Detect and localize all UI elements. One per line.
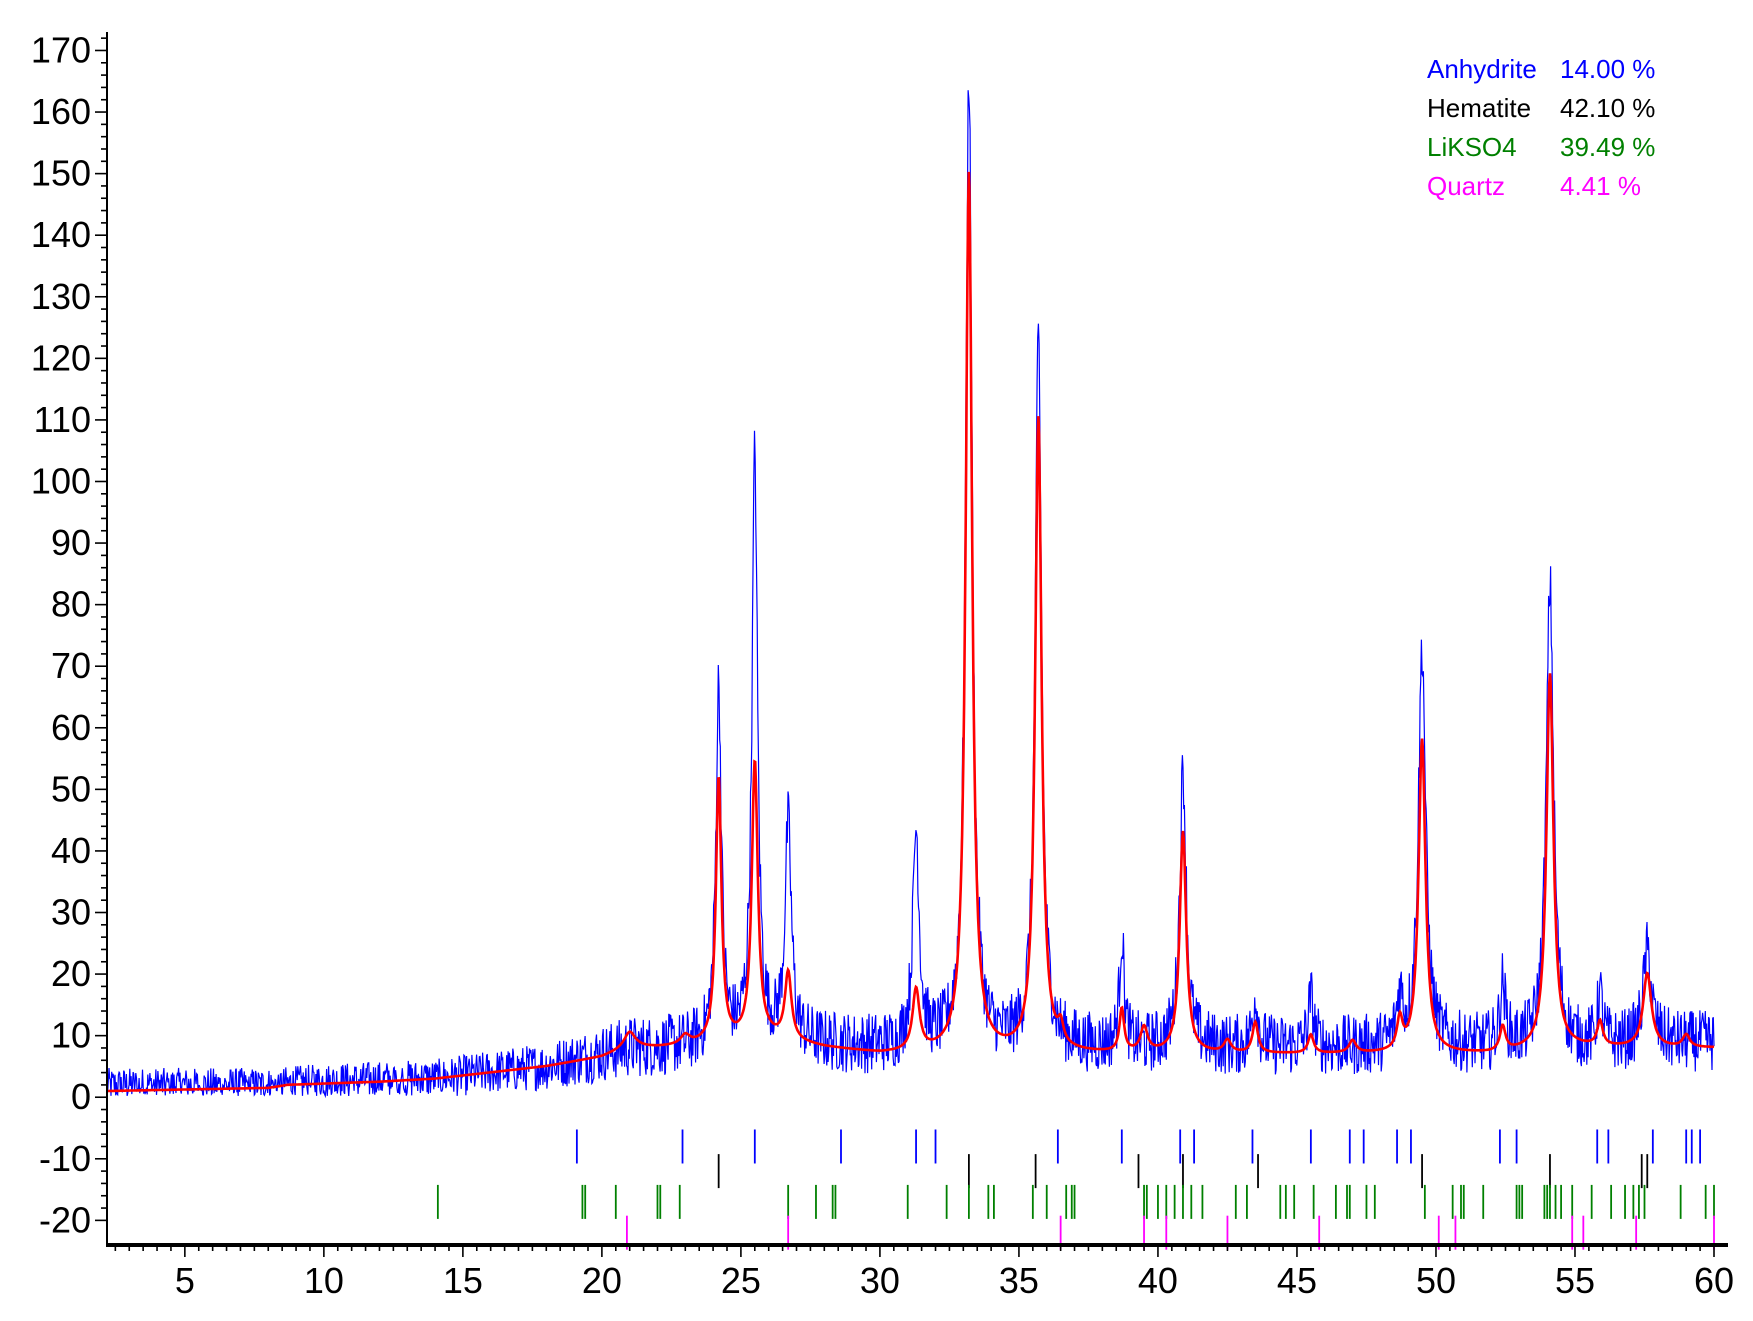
axes-layer: -20 -10 0 10 20 30 40 50 60 70 80 90 100 110 120 130 140…	[31, 29, 1734, 1301]
legend-phase-name: Anhydrite	[1427, 54, 1537, 84]
x-tick-label: 60	[1694, 1260, 1734, 1301]
observed-pattern-line	[106, 90, 1715, 1099]
legend-phase-value: 4.41 %	[1560, 171, 1641, 201]
y-tick-label: 50	[51, 768, 91, 809]
y-tick-label: 150	[31, 153, 91, 194]
y-tick-label: 10	[51, 1015, 91, 1056]
y-tick-label: 170	[31, 29, 91, 70]
y-tick-label: 0	[71, 1076, 91, 1117]
x-tick-label: 35	[999, 1260, 1039, 1301]
y-tick-label: 80	[51, 584, 91, 625]
y-tick-label: 30	[51, 892, 91, 933]
legend-phase-name: LiKSO4	[1427, 132, 1517, 162]
reflection-markers-layer	[436, 1129, 1715, 1250]
y-tick-label: 70	[51, 645, 91, 686]
y-tick-label: 160	[31, 91, 91, 132]
y-tick-label: -10	[39, 1138, 91, 1179]
y-tick-label: 100	[31, 460, 91, 501]
legend-phase-value: 14.00 %	[1560, 54, 1655, 84]
y-tick-label: 110	[34, 399, 91, 440]
y-tick-label: 90	[51, 522, 91, 563]
y-tick-label: 20	[51, 953, 91, 994]
x-tick-label: 10	[304, 1260, 344, 1301]
y-tick-label: 140	[31, 214, 91, 255]
legend-phase-value: 39.49 %	[1560, 132, 1655, 162]
calculated-overlay-layer	[107, 171, 1715, 1093]
calculated-pattern-line	[107, 171, 1715, 1093]
y-tick-label: 120	[31, 337, 91, 378]
y-tick-label: 40	[51, 830, 91, 871]
x-tick-label: 40	[1138, 1260, 1178, 1301]
x-tick-label: 15	[443, 1260, 483, 1301]
y-tick-label: 130	[31, 276, 91, 317]
x-tick-label: 45	[1277, 1260, 1317, 1301]
legend-phase-value: 42.10 %	[1560, 93, 1655, 123]
x-tick-label: 30	[860, 1260, 900, 1301]
x-tick-label: 20	[582, 1260, 622, 1301]
y-tick-label: -20	[39, 1199, 91, 1240]
x-tick-label: 55	[1555, 1260, 1595, 1301]
legend-phase-name: Quartz	[1427, 171, 1505, 201]
x-tick-label: 50	[1416, 1260, 1456, 1301]
legend: Anhydrite 14.00 % Hematite 42.10 % LiKSO4 39.…	[1427, 54, 1655, 201]
legend-phase-name: Hematite	[1427, 93, 1531, 123]
x-tick-label: 5	[175, 1260, 195, 1301]
x-tick-label: 25	[721, 1260, 761, 1301]
observed-pattern-layer	[106, 90, 1715, 1099]
y-tick-label: 60	[51, 707, 91, 748]
